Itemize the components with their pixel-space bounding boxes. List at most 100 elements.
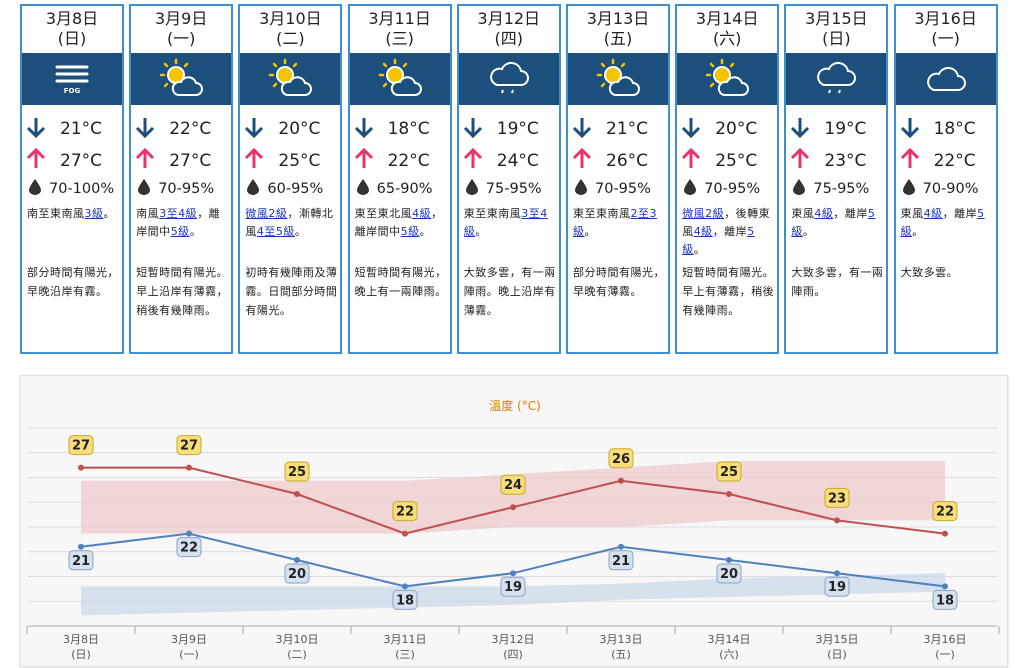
temperature-chart: 溫度 (°C) 27 27 25 22 24 26 25 23 22 21 22 20 18 19 21 20 1… — [20, 375, 1008, 667]
wind-link[interactable]: 微風2級 — [682, 207, 725, 220]
data-label: 18 — [396, 593, 414, 608]
wind-description: 東風4級，離岸5級。 — [791, 207, 876, 238]
arrow-up-icon — [463, 147, 483, 175]
weather-description: 短暫時間有陽光。早上有薄霧，稍後有幾陣雨。 — [682, 266, 775, 317]
arrow-up-icon — [244, 147, 264, 175]
humidity: 75-95% — [790, 178, 869, 200]
wind-link[interactable]: 4級 — [412, 207, 432, 220]
weather-description: 短暫時間有陽光。早上沿岸有薄霧，稍後有幾陣雨。 — [136, 266, 229, 317]
x-tick-label: 3月8日 — [63, 633, 99, 646]
data-label: 27 — [180, 439, 198, 454]
wind-link[interactable]: 4級 — [814, 207, 834, 220]
max-temp: 25°C — [681, 147, 757, 172]
wind-link[interactable]: 3至4級 — [159, 207, 198, 220]
data-label-box — [68, 435, 94, 456]
wind-description: 南至東南風3級。 — [27, 207, 115, 220]
weather-description: 大致多雲，有一兩陣雨。晚上沿岸有薄霧。 — [463, 266, 556, 317]
wind-description: 東至東北風4級，離岸間中5級。 — [354, 207, 443, 238]
sun-cloud-icon — [131, 53, 232, 105]
wind-link[interactable]: 3至4級 — [463, 207, 548, 238]
forecast-cards: 3月8日 (日) FOG 21°C 27°C 70-100% 南至東南風3級。 部分時間有陽光… — [20, 4, 1005, 356]
arrow-up-icon — [354, 147, 374, 175]
wind-description: 南風3至4級，離岸間中5級。 — [136, 207, 221, 238]
data-label: 18 — [936, 593, 954, 608]
arrow-up-icon — [790, 147, 810, 175]
sun-cloud-icon — [677, 53, 778, 105]
max-temp: 27°C — [135, 147, 211, 172]
min-temp: 20°C — [244, 117, 320, 140]
forecast-date: 3月14日 (六) — [695, 9, 759, 48]
wind-link[interactable]: 5級 — [682, 225, 755, 256]
data-point — [834, 517, 840, 524]
forecast-card-4: 3月11日 (三) 18°C 22°C 65-90% 東至東北風4級，離岸間中5級。 短暫時… — [347, 4, 452, 354]
data-label-box — [68, 550, 94, 571]
forecast-card-9: 3月16日 (一) 18°C 22°C 70-90% 東風4級，離岸5級。 大致多雲。 — [893, 4, 998, 354]
data-label: 26 — [612, 452, 630, 467]
data-label: 27 — [72, 439, 90, 454]
arrow-up-icon — [26, 147, 46, 175]
data-label-box — [716, 563, 742, 584]
x-tick-sublabel: (五) — [611, 648, 631, 661]
min-temp: 19°C — [790, 117, 866, 140]
forecast-date: 3月16日 (一) — [914, 9, 977, 48]
forecast-date: 3月10日 (二) — [259, 9, 322, 48]
data-label-box — [500, 474, 526, 495]
data-point — [186, 530, 192, 537]
wind-link[interactable]: 5 — [977, 207, 985, 220]
min-temp: 22°C — [135, 116, 211, 143]
data-label: 19 — [828, 580, 846, 595]
data-label-box — [932, 589, 958, 610]
max-temp: 22°C — [900, 147, 976, 172]
sun-cloud-icon — [240, 53, 341, 105]
data-label: 20 — [720, 567, 738, 582]
wind-link[interactable]: 級 — [900, 225, 913, 238]
humidity: 60-95% — [244, 178, 323, 200]
arrow-down-icon — [26, 116, 46, 143]
forecast-card-8: 3月15日 (日) 19°C 23°C 75-95% 東風4級，離岸5級。 大致多雲，有一兩… — [784, 4, 889, 354]
data-label-box — [824, 576, 850, 597]
forecast-card-5: 3月12日 (四) 19°C 24°C 75-95% 東至東南風3至4級。 大致多雲，有一兩… — [456, 4, 561, 354]
max-temp: 25°C — [244, 147, 320, 175]
droplet-icon — [684, 179, 697, 199]
x-tick-label: 3月9日 — [171, 633, 207, 646]
data-label: 22 — [396, 505, 414, 520]
wind-link[interactable]: 4至5級 — [256, 225, 295, 238]
weather-description: 大致多雲。 — [900, 266, 959, 279]
arrow-down-icon — [572, 116, 592, 143]
data-label-box — [824, 487, 850, 508]
humidity: 70-90% — [900, 178, 979, 200]
wind-link[interactable]: 4級 — [923, 207, 943, 220]
wind-link[interactable]: 5級 — [400, 225, 420, 238]
data-point — [618, 477, 624, 484]
wind-link[interactable]: 3級 — [84, 207, 104, 220]
data-label: 24 — [504, 478, 522, 493]
x-tick-label: 3月10日 — [276, 633, 319, 646]
forecast-card-3: 3月10日 (二) 20°C 25°C 60-95% 微風2級，漸轉北風4至5級。 初時有幾… — [238, 4, 343, 354]
min-temp: 20°C — [681, 117, 757, 140]
humidity: 65-90% — [354, 178, 433, 200]
droplet-icon — [138, 179, 151, 199]
weather-description: 部分時間有陽光，早晚沿岸有霧。 — [27, 266, 119, 298]
sun-cloud-icon — [568, 53, 668, 105]
droplet-icon — [902, 179, 915, 199]
max-temp: 24°C — [463, 147, 539, 175]
data-label-box — [284, 461, 310, 482]
wind-link[interactable]: 2至3級 — [573, 207, 657, 238]
arrow-down-icon — [135, 116, 155, 143]
wind-link[interactable]: 4級 — [693, 225, 713, 238]
data-point — [186, 464, 192, 471]
data-label: 19 — [504, 580, 522, 595]
wind-description: 微風2級，後轉東風4級，離岸5級。 — [682, 207, 771, 256]
rain-cloud-icon — [786, 53, 887, 105]
wind-link[interactable]: 微風2級 — [245, 207, 288, 220]
data-label-box — [392, 589, 418, 610]
x-tick-sublabel: (四) — [503, 648, 523, 661]
data-point — [942, 583, 948, 590]
droplet-icon — [465, 179, 478, 199]
wind-link[interactable]: 5級 — [791, 207, 876, 238]
forecast-card-6: 3月13日 (五) 21°C 26°C 70-95% 東至東南風2至3級。 部分時間有陽光，… — [566, 4, 670, 354]
min-temp: 19°C — [463, 117, 539, 140]
weather-description: 大致多雲，有一兩陣雨。 — [791, 266, 884, 298]
wind-link[interactable]: 5級 — [170, 225, 190, 238]
data-label: 25 — [288, 465, 306, 480]
